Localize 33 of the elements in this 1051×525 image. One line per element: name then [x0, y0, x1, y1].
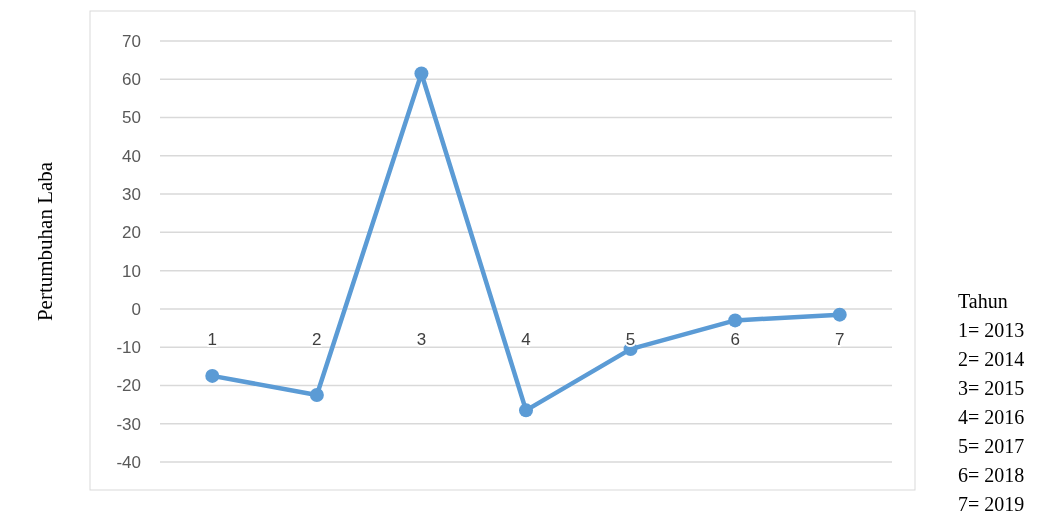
- y-tick-label: 40: [122, 146, 141, 166]
- y-tick-label: -40: [116, 452, 141, 472]
- point: [832, 307, 847, 322]
- text: 7= 2019: [958, 493, 1025, 515]
- x-tick-label: 4: [521, 329, 531, 349]
- x-tick-label: 6: [730, 329, 740, 349]
- y-tick-label: -30: [116, 414, 141, 434]
- x-tick-label: 2: [312, 329, 322, 349]
- point: [205, 368, 220, 383]
- x-tick-label: 7: [834, 329, 845, 349]
- text: 6= 2018: [958, 464, 1025, 486]
- x-tick-label: 1: [207, 329, 218, 349]
- text: 3= 2015: [958, 377, 1025, 399]
- y-tick-label: 10: [122, 261, 141, 281]
- x-tick-label: 3: [416, 329, 427, 349]
- point: [519, 403, 533, 418]
- text: 5= 2017: [958, 435, 1025, 457]
- point: [414, 66, 429, 81]
- y-tick-label: -10: [116, 338, 141, 358]
- y-tick-label: 0: [131, 299, 141, 319]
- point: [728, 313, 743, 328]
- text: 1= 2013: [958, 319, 1025, 341]
- point: [309, 388, 324, 403]
- y-tick-label: -20: [116, 376, 141, 396]
- y-tick-label: 30: [122, 185, 141, 205]
- text: Tahun: [958, 290, 1008, 312]
- text: 4= 2016: [958, 406, 1025, 428]
- y-tick-label: 20: [122, 223, 141, 243]
- y-tick-label: 70: [122, 31, 141, 51]
- y-tick-label: 60: [122, 70, 141, 90]
- y-tick-label: 50: [122, 108, 141, 128]
- y-axis-title: Pertumbuhan Laba: [33, 161, 57, 322]
- text: 2= 2014: [958, 348, 1025, 370]
